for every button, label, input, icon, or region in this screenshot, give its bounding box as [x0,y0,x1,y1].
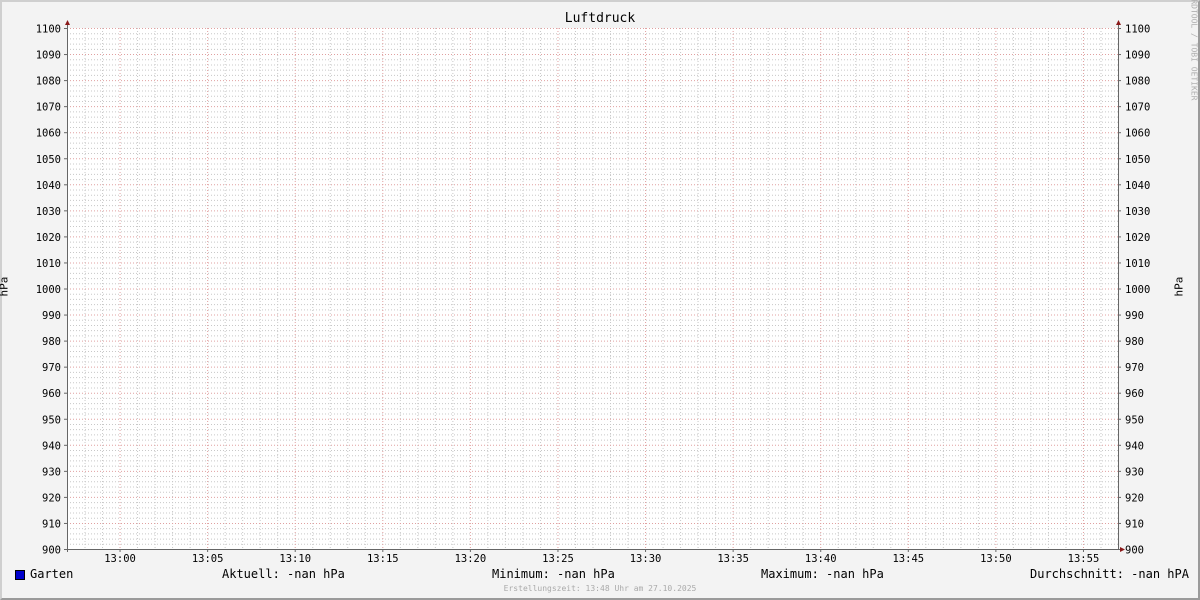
x-axis-arrow-icon [1120,547,1125,552]
x-tick-label: 13:20 [455,553,487,565]
y-tick-label-right: 930 [1125,466,1144,478]
y-tick-label-right: 1100 [1125,24,1150,36]
chart-title: Luftdruck [564,11,636,26]
y-tick-label-left: 1010 [36,258,61,270]
y-tick-label-right: 950 [1125,414,1144,426]
x-tick-label: 13:05 [192,553,224,565]
y-tick-label-right: 960 [1125,388,1144,400]
y-tick-label-left: 1070 [36,102,61,114]
watermark: RRDTOOL / TOBI OETIKER [1189,0,1199,101]
y-tick-label-left: 940 [42,440,61,452]
y-tick-label-right: 1080 [1125,76,1150,88]
y-tick-label-left: 960 [42,388,61,400]
legend-maximum: Maximum: -nan hPa [761,567,884,581]
x-tick-label: 13:40 [805,553,837,565]
y-tick-label-left: 920 [42,492,61,504]
y-tick-label-right: 920 [1125,492,1144,504]
y-tick-label-right: 1000 [1125,284,1150,296]
y-tick-label-left: 990 [42,310,61,322]
y-tick-label-right: 980 [1125,336,1144,348]
y-tick-label-left: 900 [42,545,61,557]
y-tick-label-left: 1090 [36,50,61,62]
y-axis-arrow-left-icon [65,20,70,25]
y-tick-label-left: 1040 [36,180,61,192]
x-tick-label: 13:15 [367,553,399,565]
x-tick-label: 13:00 [104,553,136,565]
x-tick-label: 13:10 [279,553,311,565]
y-tick-label-right: 1050 [1125,154,1150,166]
y-tick-label-right: 1030 [1125,206,1150,218]
legend-current: Aktuell: -nan hPa [222,567,345,581]
y-tick-label-right: 1040 [1125,180,1150,192]
y-axis-label-left: hPa [0,276,11,297]
y-tick-label-right: 1070 [1125,102,1150,114]
y-tick-label-right: 940 [1125,440,1144,452]
y-tick-label-left: 950 [42,414,61,426]
x-tick-label: 13:50 [980,553,1012,565]
legend-average: Durchschnitt: -nan hPA [1030,567,1189,581]
y-tick-label-right: 910 [1125,518,1144,530]
y-tick-label-left: 910 [42,518,61,530]
y-axis-arrow-right-icon [1116,20,1121,25]
y-tick-label-right: 1020 [1125,232,1150,244]
y-tick-label-left: 1000 [36,284,61,296]
y-tick-label-left: 970 [42,362,61,374]
footer-timestamp: Erstellungszeit: 13:48 Uhr am 27.10.2025 [503,584,697,593]
y-tick-label-left: 1080 [36,76,61,88]
y-tick-label-left: 930 [42,466,61,478]
x-tick-label: 13:25 [542,553,574,565]
y-tick-label-left: 1050 [36,154,61,166]
y-tick-label-right: 1010 [1125,258,1150,270]
y-tick-label-left: 1030 [36,206,61,218]
y-tick-label-right: 970 [1125,362,1144,374]
x-tick-label: 13:30 [630,553,662,565]
y-tick-label-left: 980 [42,336,61,348]
legend-series-name: Garten [30,567,74,581]
y-axis-label-right: hPa [1172,276,1186,297]
x-tick-label: 13:45 [892,553,924,565]
y-tick-label-right: 990 [1125,310,1144,322]
legend-minimum: Minimum: -nan hPa [492,567,615,581]
y-tick-label-left: 1100 [36,24,61,36]
y-tick-label-right: 900 [1125,545,1144,557]
y-tick-label-left: 1060 [36,128,61,140]
y-tick-label-left: 1020 [36,232,61,244]
y-tick-label-right: 1060 [1125,128,1150,140]
y-tick-label-right: 1090 [1125,50,1150,62]
x-tick-label: 13:55 [1068,553,1100,565]
x-tick-label: 13:35 [717,553,749,565]
legend-swatch-garten [15,570,25,580]
